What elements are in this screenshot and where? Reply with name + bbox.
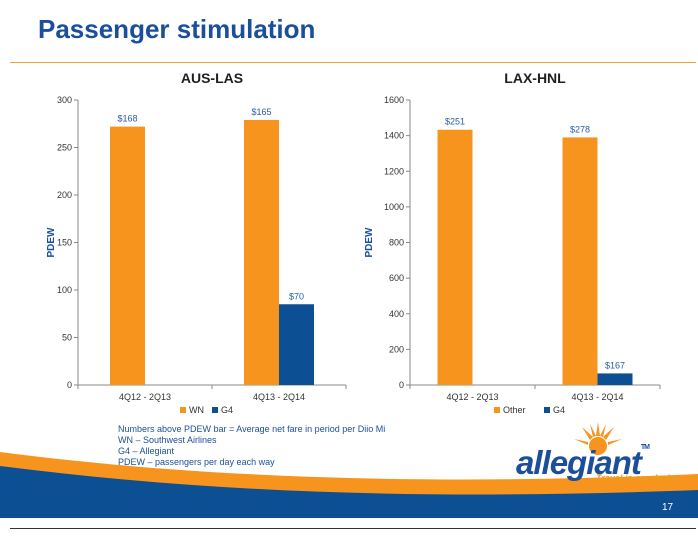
bar-wn [244, 119, 279, 385]
logo-wordmark: allegiant [516, 444, 642, 481]
x-tick-label: 4Q13 - 2Q14 [571, 392, 623, 402]
footnote-fare: Numbers above PDEW bar = Average net far… [118, 424, 386, 434]
bar-other [437, 129, 473, 385]
data-label: $165 [251, 107, 271, 117]
footnote-pdew: PDEW – passengers per day each way [118, 457, 275, 467]
y-tick-label: 600 [389, 273, 404, 283]
x-tick-label: 4Q13 - 2Q14 [253, 392, 305, 402]
x-tick-label: 4Q12 - 2Q13 [446, 392, 498, 402]
y-axis-label: PDEW [364, 227, 375, 258]
title-divider [10, 62, 696, 63]
y-tick-label: 400 [389, 309, 404, 319]
legend-swatch-g4 [212, 407, 218, 413]
data-label: $251 [445, 117, 465, 127]
legend-swatch-wn [180, 407, 186, 413]
y-axis-label: PDEW [46, 227, 57, 258]
y-tick-label: 1600 [384, 95, 404, 105]
bar-g4 [279, 304, 314, 385]
legend-label-other: Other [503, 405, 526, 415]
footnote-g4: G4 – Allegiant [118, 446, 175, 456]
y-tick-label: 200 [57, 190, 72, 200]
logo-tagline-emphasis: deal. [651, 473, 673, 483]
y-tick-label: 1400 [384, 131, 404, 141]
y-tick-label: 1200 [384, 166, 404, 176]
bottom-divider [10, 528, 696, 529]
y-tick-label: 200 [389, 344, 404, 354]
chart-title: AUS-LAS [181, 70, 243, 86]
y-tick-label: 250 [57, 143, 72, 153]
y-tick-label: 150 [57, 238, 72, 248]
y-tick-label: 300 [57, 95, 72, 105]
page-number: 17 [662, 502, 674, 513]
footer-blue-band [0, 466, 698, 518]
logo-trademark: TM [640, 444, 650, 451]
bar-g4 [597, 373, 633, 385]
legend-swatch-other [494, 407, 500, 413]
sun-icon [574, 422, 622, 455]
logo-tagline: Travel is our deal. [596, 473, 672, 483]
y-tick-label: 0 [399, 380, 404, 390]
bar-wn [110, 126, 145, 385]
data-label: $167 [605, 360, 625, 370]
bar-other [562, 137, 598, 385]
legend-label-g4: G4 [553, 405, 565, 415]
legend-swatch-g4 [544, 407, 550, 413]
chart-title: LAX-HNL [504, 70, 566, 86]
y-tick-label: 800 [389, 238, 404, 248]
y-tick-label: 0 [67, 380, 72, 390]
legend-label-g4: G4 [221, 405, 233, 415]
page-title: Passenger stimulation [38, 14, 316, 44]
data-label: $278 [570, 124, 590, 134]
data-label: $70 [289, 291, 304, 301]
legend-label-wn: WN [189, 405, 204, 415]
footnote-wn: WN – Southwest Airlines [118, 435, 217, 445]
x-tick-label: 4Q12 - 2Q13 [119, 392, 171, 402]
allegiant-logo: allegiantTM [516, 444, 650, 482]
y-tick-label: 50 [62, 333, 72, 343]
y-tick-label: 100 [57, 285, 72, 295]
footnotes: Numbers above PDEW bar = Average net far… [118, 424, 385, 468]
data-label: $168 [117, 114, 137, 124]
logo-tagline-prefix: Travel is our [596, 473, 652, 483]
y-tick-label: 1000 [384, 202, 404, 212]
